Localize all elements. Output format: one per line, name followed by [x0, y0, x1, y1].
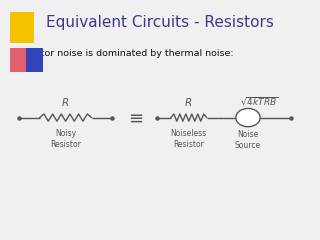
Text: $\equiv$: $\equiv$ — [125, 109, 144, 127]
Text: R: R — [185, 97, 192, 108]
Text: $\sqrt{4kTRB}$: $\sqrt{4kTRB}$ — [240, 95, 279, 107]
Text: R: R — [62, 97, 69, 108]
Text: Noisy
Resistor: Noisy Resistor — [50, 129, 81, 149]
Text: Noiseless
Resistor: Noiseless Resistor — [171, 129, 207, 149]
Text: Equivalent Circuits - Resistors: Equivalent Circuits - Resistors — [46, 15, 274, 30]
Text: Resistor noise is dominated by thermal noise:: Resistor noise is dominated by thermal n… — [16, 49, 234, 58]
Circle shape — [236, 108, 260, 127]
Text: Noise
Source: Noise Source — [235, 130, 261, 150]
